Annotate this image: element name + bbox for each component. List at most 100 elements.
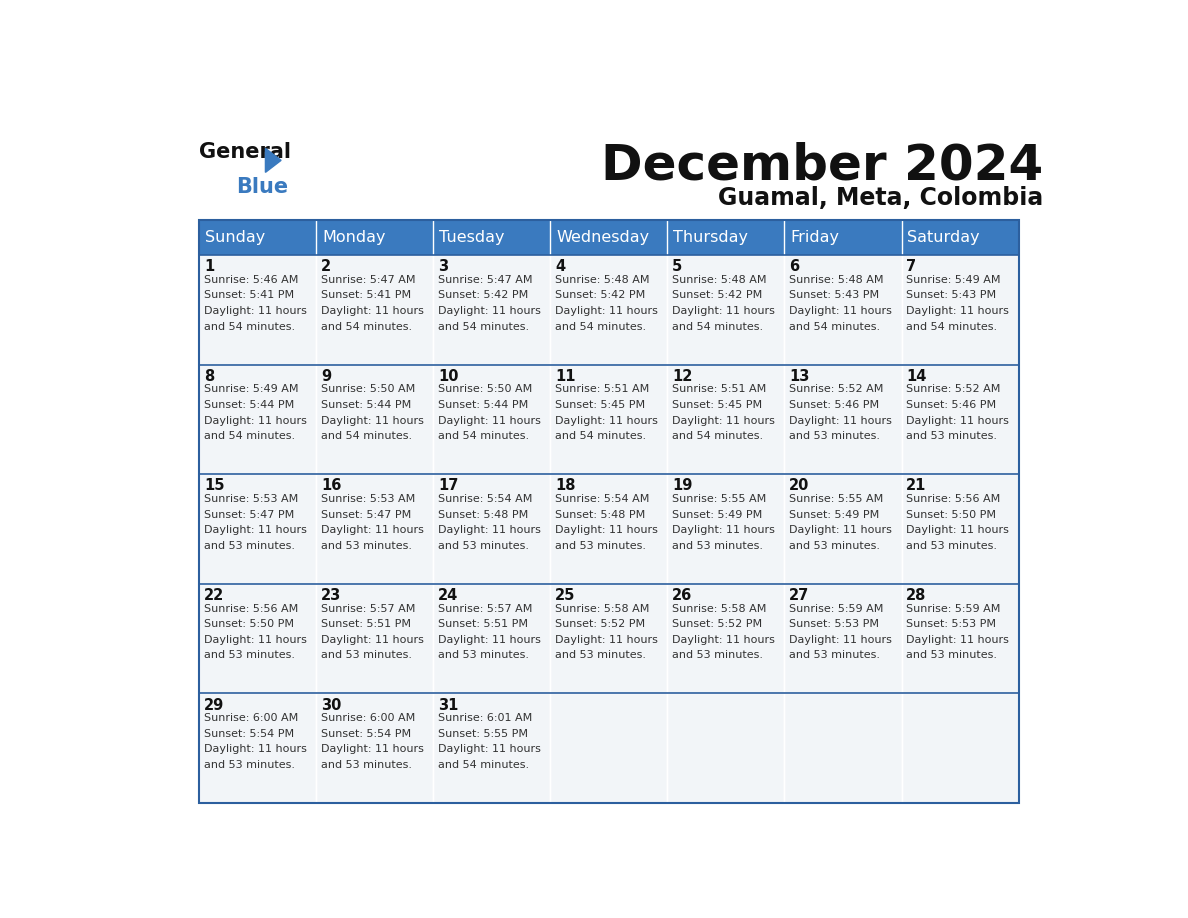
Text: 30: 30 (321, 698, 341, 712)
Text: Sunset: 5:50 PM: Sunset: 5:50 PM (906, 509, 997, 520)
Text: Saturday: Saturday (908, 230, 980, 245)
Text: Daylight: 11 hours: Daylight: 11 hours (789, 634, 892, 644)
Text: Daylight: 11 hours: Daylight: 11 hours (789, 525, 892, 535)
Text: Daylight: 11 hours: Daylight: 11 hours (672, 525, 775, 535)
Bar (668, 219, 784, 255)
Bar (200, 364, 316, 475)
Text: Daylight: 11 hours: Daylight: 11 hours (321, 744, 424, 755)
Text: and 54 minutes.: and 54 minutes. (906, 321, 997, 331)
Text: and 53 minutes.: and 53 minutes. (204, 541, 295, 551)
Text: Sunrise: 5:53 AM: Sunrise: 5:53 AM (321, 494, 415, 504)
Text: and 54 minutes.: and 54 minutes. (204, 321, 295, 331)
Text: Daylight: 11 hours: Daylight: 11 hours (204, 634, 307, 644)
Text: Daylight: 11 hours: Daylight: 11 hours (906, 634, 1009, 644)
Text: Sunset: 5:45 PM: Sunset: 5:45 PM (555, 400, 645, 410)
Text: Sunrise: 5:56 AM: Sunrise: 5:56 AM (906, 494, 1000, 504)
Text: Daylight: 11 hours: Daylight: 11 hours (438, 416, 541, 426)
Bar (434, 475, 550, 584)
Text: 25: 25 (555, 588, 575, 603)
Text: Daylight: 11 hours: Daylight: 11 hours (321, 306, 424, 316)
Text: 20: 20 (789, 478, 809, 494)
Bar (316, 364, 434, 475)
Text: Daylight: 11 hours: Daylight: 11 hours (906, 306, 1009, 316)
Text: Daylight: 11 hours: Daylight: 11 hours (672, 416, 775, 426)
Text: 1: 1 (204, 259, 214, 274)
Text: Sunset: 5:54 PM: Sunset: 5:54 PM (204, 729, 293, 739)
Text: Sunrise: 5:47 AM: Sunrise: 5:47 AM (321, 274, 416, 285)
Text: 29: 29 (204, 698, 225, 712)
Text: 22: 22 (204, 588, 225, 603)
Text: Sunset: 5:48 PM: Sunset: 5:48 PM (438, 509, 529, 520)
Bar (200, 693, 316, 803)
Bar (902, 255, 1018, 364)
Bar (434, 364, 550, 475)
Text: Sunset: 5:46 PM: Sunset: 5:46 PM (906, 400, 997, 410)
Text: and 54 minutes.: and 54 minutes. (438, 760, 529, 770)
Text: 28: 28 (906, 588, 927, 603)
Text: and 53 minutes.: and 53 minutes. (321, 650, 412, 660)
Text: Sunrise: 5:55 AM: Sunrise: 5:55 AM (672, 494, 766, 504)
Text: Daylight: 11 hours: Daylight: 11 hours (438, 306, 541, 316)
Text: 5: 5 (672, 259, 682, 274)
Bar (316, 693, 434, 803)
Bar (784, 584, 902, 693)
Text: Sunrise: 5:51 AM: Sunrise: 5:51 AM (555, 385, 650, 395)
Bar (902, 475, 1018, 584)
Text: and 53 minutes.: and 53 minutes. (789, 650, 880, 660)
Bar (550, 693, 668, 803)
Text: and 53 minutes.: and 53 minutes. (672, 541, 763, 551)
Bar (902, 693, 1018, 803)
Text: Daylight: 11 hours: Daylight: 11 hours (789, 306, 892, 316)
Bar (784, 364, 902, 475)
Text: Sunrise: 5:47 AM: Sunrise: 5:47 AM (438, 274, 532, 285)
Text: Sunset: 5:48 PM: Sunset: 5:48 PM (555, 509, 645, 520)
Text: Sunday: Sunday (206, 230, 265, 245)
Text: 23: 23 (321, 588, 341, 603)
Text: Daylight: 11 hours: Daylight: 11 hours (555, 525, 658, 535)
Text: and 54 minutes.: and 54 minutes. (672, 431, 763, 441)
Text: and 53 minutes.: and 53 minutes. (906, 650, 997, 660)
Text: Sunset: 5:46 PM: Sunset: 5:46 PM (789, 400, 879, 410)
Bar (316, 219, 434, 255)
Text: 7: 7 (906, 259, 916, 274)
Text: and 53 minutes.: and 53 minutes. (906, 541, 997, 551)
Text: Sunrise: 5:53 AM: Sunrise: 5:53 AM (204, 494, 298, 504)
Bar (550, 255, 668, 364)
Text: December 2024: December 2024 (601, 142, 1043, 190)
Text: Daylight: 11 hours: Daylight: 11 hours (204, 306, 307, 316)
Bar (784, 475, 902, 584)
Text: and 53 minutes.: and 53 minutes. (555, 650, 646, 660)
Text: Daylight: 11 hours: Daylight: 11 hours (906, 416, 1009, 426)
Text: Sunset: 5:53 PM: Sunset: 5:53 PM (906, 619, 997, 629)
Text: 11: 11 (555, 369, 575, 384)
Text: Sunset: 5:44 PM: Sunset: 5:44 PM (438, 400, 529, 410)
Bar (784, 255, 902, 364)
Text: Wednesday: Wednesday (556, 230, 650, 245)
Bar (200, 219, 316, 255)
Bar (316, 475, 434, 584)
Text: Sunset: 5:45 PM: Sunset: 5:45 PM (672, 400, 763, 410)
Text: Sunset: 5:42 PM: Sunset: 5:42 PM (438, 290, 529, 300)
Text: Sunset: 5:41 PM: Sunset: 5:41 PM (321, 290, 411, 300)
Text: Daylight: 11 hours: Daylight: 11 hours (906, 525, 1009, 535)
Text: 3: 3 (438, 259, 448, 274)
Text: 10: 10 (438, 369, 459, 384)
Text: 18: 18 (555, 478, 575, 494)
Text: Sunrise: 6:01 AM: Sunrise: 6:01 AM (438, 713, 532, 723)
Bar (784, 693, 902, 803)
Text: Sunrise: 5:50 AM: Sunrise: 5:50 AM (321, 385, 415, 395)
Bar (316, 255, 434, 364)
Text: Sunset: 5:55 PM: Sunset: 5:55 PM (438, 729, 527, 739)
Text: Blue: Blue (236, 177, 289, 197)
Text: and 54 minutes.: and 54 minutes. (672, 321, 763, 331)
Bar (434, 219, 550, 255)
Text: 8: 8 (204, 369, 214, 384)
Text: Sunset: 5:41 PM: Sunset: 5:41 PM (204, 290, 293, 300)
Text: and 53 minutes.: and 53 minutes. (438, 650, 529, 660)
Text: Sunrise: 5:49 AM: Sunrise: 5:49 AM (906, 274, 1000, 285)
Text: Sunset: 5:52 PM: Sunset: 5:52 PM (555, 619, 645, 629)
Bar (200, 475, 316, 584)
Text: and 54 minutes.: and 54 minutes. (438, 431, 529, 441)
Text: Daylight: 11 hours: Daylight: 11 hours (204, 525, 307, 535)
Text: Daylight: 11 hours: Daylight: 11 hours (438, 525, 541, 535)
